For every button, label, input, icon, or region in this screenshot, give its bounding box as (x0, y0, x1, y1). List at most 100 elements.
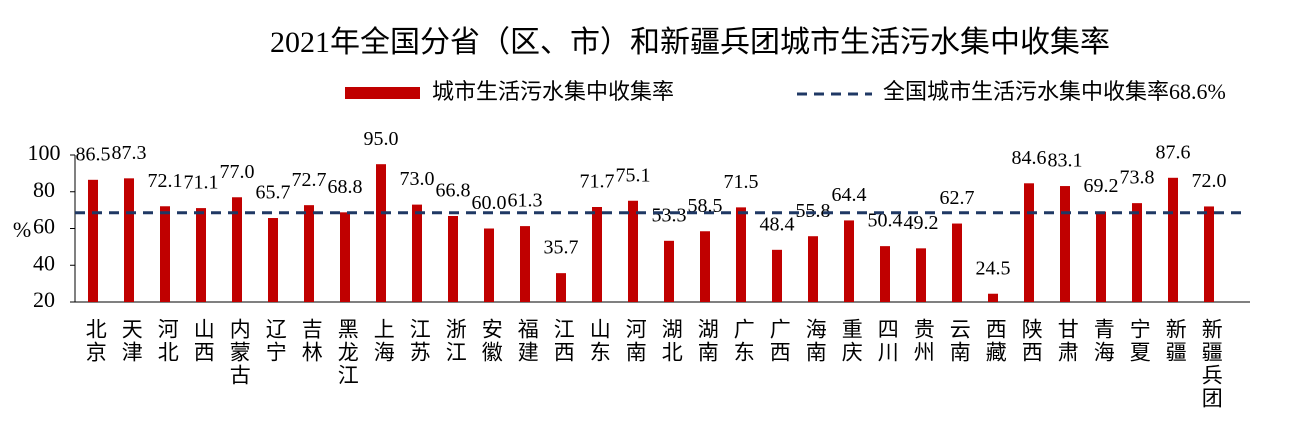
value-label: 84.6 (1012, 147, 1047, 169)
bar (736, 207, 746, 302)
value-label: 53.3 (652, 204, 687, 226)
value-label: 71.1 (184, 172, 219, 194)
value-label: 35.7 (544, 237, 579, 259)
x-tick-label: 湖北 (659, 318, 683, 364)
value-label: 65.7 (256, 182, 291, 204)
value-label: 77.0 (220, 161, 255, 183)
bar (628, 200, 638, 302)
value-label: 87.3 (112, 142, 147, 164)
bar (1168, 177, 1178, 302)
bar (556, 273, 566, 302)
value-label: 86.5 (76, 143, 111, 165)
y-tick-label: 80 (33, 177, 55, 202)
value-label: 73.0 (400, 168, 435, 190)
bar (412, 204, 422, 302)
value-label: 83.1 (1048, 150, 1083, 172)
bar (988, 293, 998, 302)
x-tick-label: 吉林 (299, 318, 323, 364)
x-tick-label: 西藏 (983, 318, 1007, 364)
y-axis-label: % (13, 217, 31, 242)
value-label: 71.5 (724, 171, 759, 193)
value-label: 95.0 (364, 128, 399, 150)
bar (952, 223, 962, 302)
x-tick-label: 海南 (803, 318, 827, 364)
value-label: 60.0 (472, 192, 507, 214)
value-label: 87.6 (1156, 141, 1191, 163)
bar (1096, 211, 1106, 302)
x-tick-label: 广东 (731, 318, 755, 364)
value-label: 69.2 (1084, 175, 1119, 197)
bar (916, 248, 926, 302)
x-tick-label: 天津 (119, 318, 143, 364)
x-tick-label: 云南 (947, 318, 971, 364)
x-tick-label: 河南 (623, 318, 647, 364)
x-tick-label: 重庆 (839, 318, 863, 364)
legend-label: 城市生活污水集中收集率 (432, 79, 674, 104)
x-tick-label: 安徽 (479, 318, 503, 364)
bar (520, 226, 530, 302)
bar (1204, 206, 1214, 302)
x-tick-label: 四川 (875, 318, 899, 364)
chart-title: 2021年全国分省（区、市）和新疆兵团城市生活污水集中收集率 (270, 26, 1110, 59)
bar (808, 236, 818, 302)
x-tick-label: 江苏 (407, 318, 431, 364)
bar (844, 220, 854, 302)
value-label: 61.3 (508, 190, 543, 212)
bar (196, 208, 206, 302)
bar (268, 218, 278, 302)
bar (664, 240, 674, 302)
x-tick-label: 青海 (1091, 318, 1115, 364)
bar (124, 178, 134, 302)
y-tick-label: 20 (33, 287, 55, 312)
bar (160, 206, 170, 302)
bar (88, 179, 98, 302)
value-label: 71.7 (580, 171, 615, 193)
bar (448, 216, 458, 302)
x-tick-label: 浙江 (443, 318, 467, 364)
x-tick-label: 江西 (551, 318, 575, 364)
value-label: 68.8 (328, 176, 363, 198)
value-label: 24.5 (976, 257, 1011, 279)
value-label: 72.1 (148, 170, 183, 192)
x-tick-label: 宁夏 (1127, 318, 1151, 364)
y-tick-label: 100 (28, 140, 61, 165)
bar (880, 246, 890, 302)
value-label: 64.4 (832, 184, 867, 206)
bar (1060, 186, 1070, 302)
value-label: 72.7 (292, 169, 327, 191)
x-tick-label: 山东 (587, 318, 611, 364)
bar (304, 205, 314, 302)
value-label: 66.8 (436, 180, 471, 202)
x-tick-label: 福建 (515, 318, 539, 364)
value-label: 50.4 (868, 210, 903, 232)
value-label: 48.4 (760, 213, 795, 235)
value-label: 75.1 (616, 164, 651, 186)
bar (592, 207, 602, 302)
x-tick-label: 北京 (83, 318, 107, 364)
value-label: 73.8 (1120, 167, 1155, 189)
x-tick-label: 新疆兵团 (1199, 318, 1223, 410)
x-tick-label: 甘肃 (1055, 318, 1079, 364)
legend-label: 全国城市生活污水集中收集率68.6% (883, 79, 1226, 104)
x-tick-label: 黑龙江 (335, 318, 359, 387)
x-tick-label: 山西 (191, 318, 215, 364)
x-tick-label: 贵州 (911, 318, 935, 364)
bar (376, 164, 386, 302)
x-tick-label: 广西 (767, 318, 791, 364)
value-label: 72.0 (1192, 170, 1227, 192)
y-tick-label: 60 (33, 214, 55, 239)
bar (1024, 183, 1034, 302)
bar (484, 228, 494, 302)
bar (340, 212, 350, 302)
bar (1132, 203, 1142, 302)
value-label: 49.2 (904, 212, 939, 234)
x-tick-label: 上海 (371, 318, 395, 364)
value-label: 55.8 (796, 200, 831, 222)
x-tick-label: 河北 (155, 318, 179, 364)
bar (700, 231, 710, 302)
x-tick-label: 内蒙古 (227, 318, 251, 387)
x-tick-label: 辽宁 (263, 318, 287, 364)
legend-swatch (345, 87, 420, 99)
x-tick-label: 新疆 (1163, 318, 1187, 364)
